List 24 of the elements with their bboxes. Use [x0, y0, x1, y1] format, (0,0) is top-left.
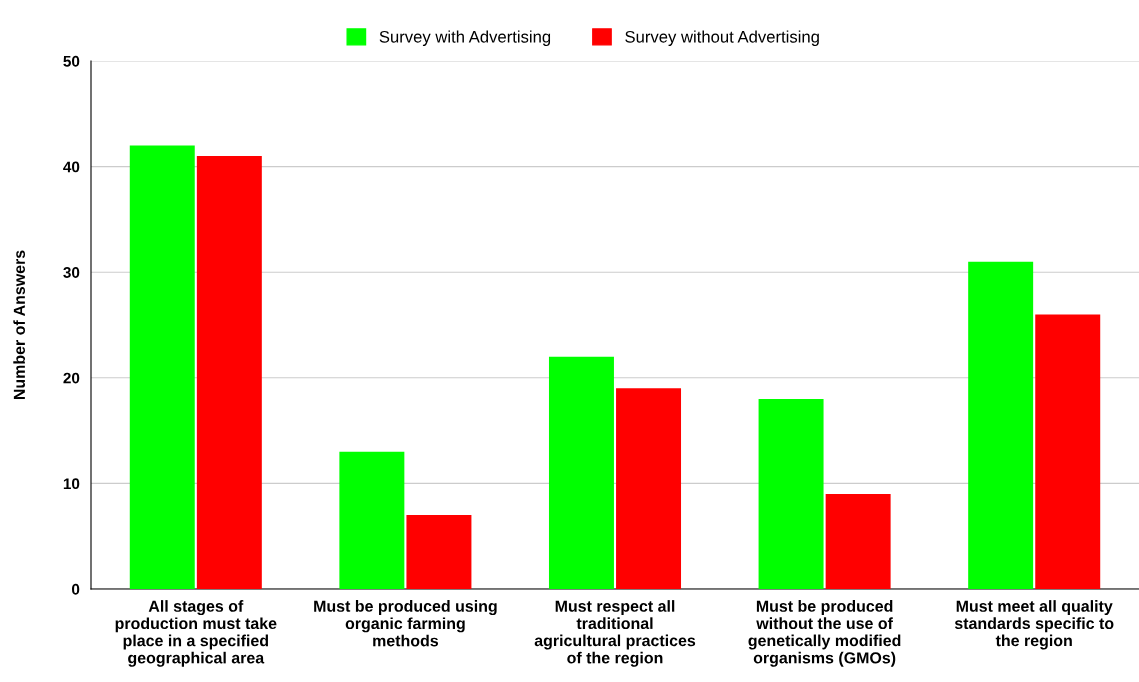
legend-label: Survey without Advertising [625, 30, 819, 46]
bar [548, 356, 614, 589]
y-tick-label: 30 [63, 267, 80, 278]
y-tick-label: 20 [63, 372, 80, 384]
bar [339, 451, 405, 589]
y-tick-label: 0 [72, 583, 80, 595]
bar [196, 156, 262, 589]
bar [1035, 314, 1101, 589]
x-tick-label: Must meet all quality standards specific to the region [954, 600, 1114, 650]
x-tick-label: All stages of production must take place in a specified geographical area [115, 600, 277, 667]
bar [616, 388, 682, 589]
y-tick-label: 40 [63, 161, 80, 173]
x-tick-label: Must respect all traditional agricultural practices of the region [534, 600, 696, 667]
bar [825, 493, 891, 589]
x-tick-label: Must be produced using organic farming methods [314, 600, 497, 647]
y-tick-label: 50 [63, 55, 80, 67]
legend-label: Survey with Advertising [379, 30, 551, 46]
y-tick-label: 10 [63, 478, 80, 490]
x-tick-label: Must be produced without the use of genetically modified organisms (GMOs) [748, 600, 901, 667]
bar [406, 515, 472, 589]
bar [968, 261, 1034, 589]
bar [758, 398, 824, 589]
bar [129, 145, 195, 589]
y-axis-title: Number of Answers [13, 250, 26, 400]
